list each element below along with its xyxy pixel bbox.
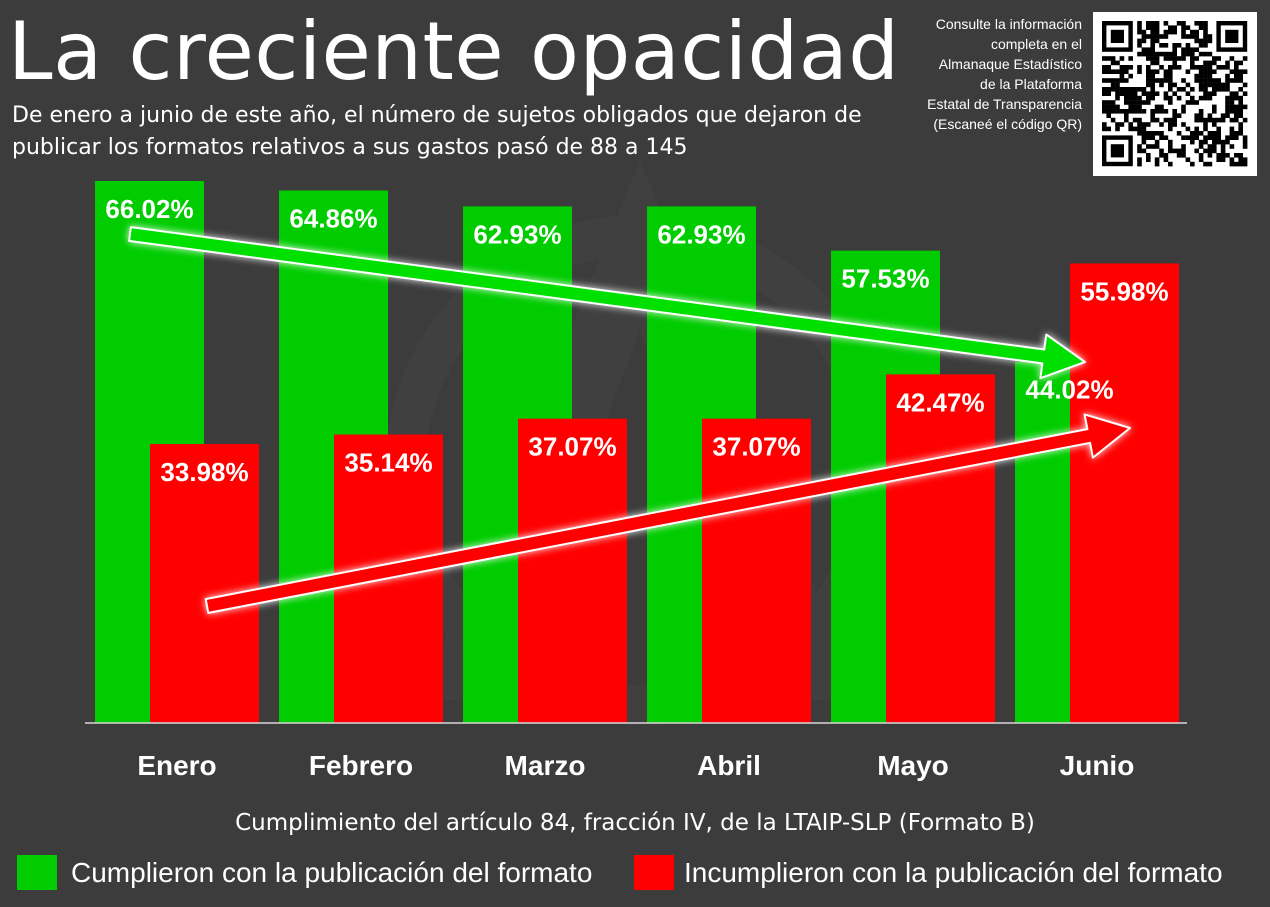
qr-code-icon[interactable] bbox=[1093, 12, 1257, 176]
data-label-incumplieron-abril: 37.07% bbox=[712, 432, 800, 462]
x-tick-label-marzo: Marzo bbox=[505, 750, 586, 781]
downward-trend-arrow bbox=[128, 226, 1086, 380]
page-subtitle: De enero a junio de este año, el número … bbox=[12, 103, 862, 160]
legend-label-cumplieron: Cumplieron con la publicación del format… bbox=[71, 856, 593, 888]
qr-instructions: Consulte la información completa en el A… bbox=[927, 16, 1082, 132]
data-label-cumplieron-febrero: 64.86% bbox=[289, 204, 377, 234]
data-label-incumplieron-febrero: 35.14% bbox=[344, 448, 432, 478]
data-label-incumplieron-enero: 33.98% bbox=[160, 457, 248, 487]
legend-swatch-green bbox=[17, 855, 57, 890]
page-title: La creciente opacidad bbox=[8, 5, 900, 98]
legend-item-cumplieron: Cumplieron con la publicación del format… bbox=[17, 855, 592, 890]
legend-swatch-red bbox=[634, 855, 674, 890]
legend-label-incumplieron: Incumplieron con la publicación del form… bbox=[684, 856, 1223, 888]
data-label-cumplieron-marzo: 62.93% bbox=[473, 219, 561, 249]
data-label-cumplieron-enero: 66.02% bbox=[105, 194, 193, 224]
bar-incumplieron-mayo bbox=[886, 374, 995, 723]
x-tick-label-enero: Enero bbox=[137, 750, 216, 781]
data-label-cumplieron-junio: 44.02% bbox=[1025, 375, 1113, 405]
data-label-incumplieron-junio: 55.98% bbox=[1080, 276, 1168, 306]
qr-code-graphic bbox=[1102, 21, 1248, 167]
x-tick-label-mayo: Mayo bbox=[877, 750, 949, 781]
legend: Cumplieron con la publicación del format… bbox=[17, 855, 1267, 895]
bar-incumplieron-enero bbox=[150, 444, 259, 723]
bar-incumplieron-junio bbox=[1070, 263, 1179, 723]
chart-caption: Cumplimiento del artículo 84, fracción I… bbox=[235, 810, 1035, 836]
x-tick-label-febrero: Febrero bbox=[309, 750, 413, 781]
legend-item-incumplieron: Incumplieron con la publicación del form… bbox=[634, 855, 1223, 890]
bar-chart: 66.02% 33.98% 64.86% 35.14% 62.93% 37.07% 62.9… bbox=[85, 181, 1187, 781]
data-label-cumplieron-abril: 62.93% bbox=[657, 219, 745, 249]
x-tick-label-junio: Junio bbox=[1060, 750, 1135, 781]
bar-incumplieron-marzo bbox=[518, 418, 627, 723]
upward-trend-arrow bbox=[204, 413, 1131, 614]
data-label-incumplieron-mayo: 42.47% bbox=[896, 387, 984, 417]
bar-incumplieron-abril bbox=[702, 418, 811, 723]
data-label-incumplieron-marzo: 37.07% bbox=[528, 432, 616, 462]
data-label-cumplieron-mayo: 57.53% bbox=[841, 264, 929, 294]
x-tick-label-abril: Abril bbox=[697, 750, 761, 781]
